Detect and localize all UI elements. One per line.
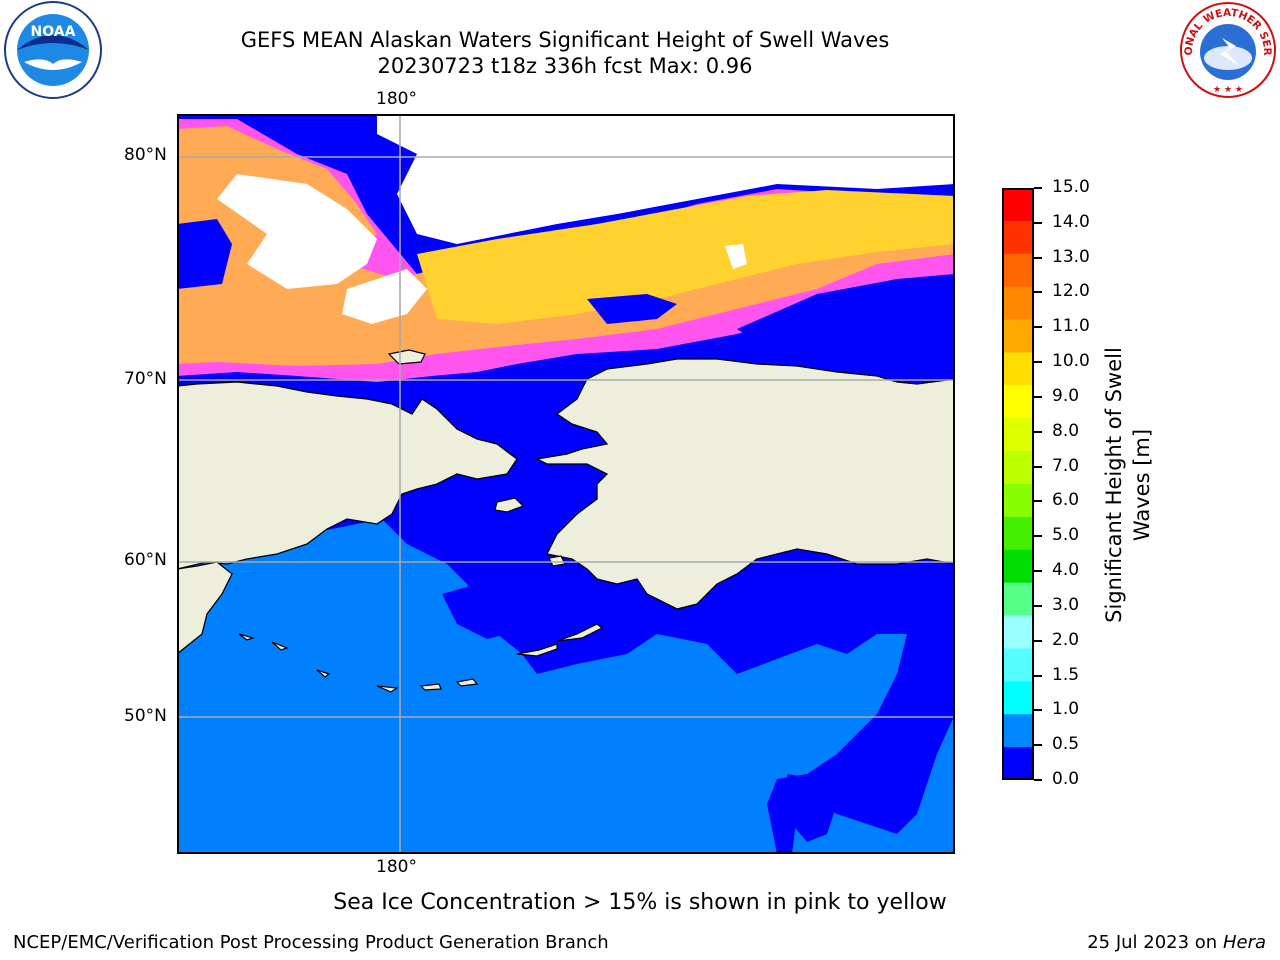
- nodata-north-center: [342, 269, 427, 324]
- colorbar-tick-label: 0.0: [1052, 769, 1080, 789]
- colorbar-tick-label: 1.5: [1052, 664, 1080, 685]
- colorbar-bin: [1002, 714, 1034, 748]
- colorbar-tick-label: 7.0: [1052, 455, 1080, 476]
- colorbar-tick-mark: [1034, 570, 1042, 573]
- chart-title: GEFS MEAN Alaskan Waters Significant Hei…: [0, 27, 1130, 79]
- colorbar: [1002, 188, 1034, 781]
- colorbar-bin: [1002, 319, 1034, 353]
- colorbar-tick-mark: [1034, 639, 1042, 642]
- colorbar-bin: [1002, 681, 1034, 715]
- lat-label-80n: 80°N: [124, 145, 167, 165]
- footer-date: 25 Jul 2023 on Hera: [1087, 932, 1266, 953]
- colorbar-bin: [1002, 451, 1034, 485]
- lat-label-70n: 70°N: [124, 369, 167, 389]
- colorbar-tick-mark: [1034, 535, 1042, 538]
- colorbar-bin: [1002, 385, 1034, 419]
- map-panel: [176, 114, 956, 854]
- land-wrangel-island: [387, 349, 426, 365]
- colorbar-bin: [1002, 549, 1034, 584]
- colorbar-bin: [1002, 286, 1034, 321]
- sea-ice-yellow: [417, 190, 955, 324]
- ice-free-pocket-west: [177, 219, 232, 289]
- colorbar-tick-mark: [1034, 709, 1042, 712]
- colorbar-tick-mark: [1034, 395, 1042, 398]
- colorbar-tick-label: 5.0: [1052, 525, 1080, 546]
- colorbar-tick-label: 13.0: [1052, 246, 1090, 267]
- gulf-low-patch: [787, 774, 837, 842]
- bering-low-patch: [442, 584, 507, 639]
- nodata-north-top: [377, 114, 955, 244]
- noaa-logo-text: NOAA: [31, 24, 76, 40]
- lon-label-bottom: 180°: [376, 857, 417, 877]
- title-line-2: 20230723 t18z 336h fcst Max: 0.96: [377, 54, 753, 78]
- ice-free-pocket-mid: [587, 294, 677, 324]
- colorbar-tick-label: 14.0: [1052, 211, 1090, 232]
- lon-label-top: 180°: [376, 89, 417, 109]
- colorbar-bin: [1002, 615, 1034, 649]
- colorbar-label-text: Significant Height of Swell Waves [m]: [1102, 347, 1154, 623]
- colorbar-tick-mark: [1034, 500, 1042, 503]
- map-frame: [177, 114, 955, 854]
- land-st-lawrence-island: [494, 497, 525, 513]
- colorbar-tick-label: 1.0: [1052, 699, 1080, 720]
- land-nunivak-island: [548, 555, 566, 567]
- aleutian-islands: [238, 623, 604, 693]
- colorbar-tick-mark: [1034, 361, 1042, 364]
- colorbar-tick-label: 11.0: [1052, 316, 1090, 337]
- colorbar-tick-mark: [1034, 430, 1042, 433]
- colorbar-bin: [1002, 484, 1034, 518]
- land-alaska: [534, 358, 956, 610]
- colorbar-tick-mark: [1034, 465, 1042, 468]
- colorbar-bin: [1002, 418, 1034, 452]
- colorbar-bin: [1002, 516, 1034, 551]
- colorbar-tick-label: 0.5: [1052, 734, 1080, 755]
- colorbar-bin: [1002, 582, 1034, 617]
- colorbar-tick-mark: [1034, 326, 1042, 329]
- colorbar-bin: [1002, 220, 1034, 255]
- colorbar-tick-label: 12.0: [1052, 281, 1090, 302]
- ice-free-pocket-east: [737, 274, 955, 374]
- colorbar-bin: [1002, 747, 1034, 781]
- sea-ice-note: Sea Ice Concentration > 15% is shown in …: [333, 890, 947, 915]
- graticule: [177, 114, 955, 854]
- nodata-north-west: [217, 174, 377, 289]
- noaa-logo: NOAA: [2, 0, 104, 100]
- title-line-1: GEFS MEAN Alaskan Waters Significant Hei…: [240, 28, 890, 52]
- colorbar-tick-label: 15.0: [1052, 177, 1090, 197]
- colorbar-tick-label: 9.0: [1052, 385, 1080, 406]
- colorbar-tick-label: 3.0: [1052, 594, 1080, 615]
- colorbar-tick-mark: [1034, 187, 1042, 189]
- lat-label-60n: 60°N: [124, 550, 167, 570]
- colorbar-tick-mark: [1034, 291, 1042, 294]
- colorbar-bin: [1002, 253, 1034, 288]
- colorbar-tick-mark: [1034, 604, 1042, 607]
- colorbar-tick-label: 10.0: [1052, 351, 1090, 372]
- land-kamchatka: [176, 561, 233, 656]
- footer-machine: Hera: [1222, 932, 1266, 953]
- colorbar-tick-label: 8.0: [1052, 420, 1080, 441]
- footer-date-text: 25 Jul 2023 on: [1087, 932, 1223, 953]
- nodata-polynya: [725, 244, 747, 269]
- colorbar-tick-mark: [1034, 744, 1042, 747]
- colorbar-bin: [1002, 188, 1034, 222]
- lat-label-50n: 50°N: [124, 706, 167, 726]
- svg-text:★ ★ ★: ★ ★ ★: [1213, 85, 1243, 95]
- colorbar-frame: [1002, 188, 1034, 780]
- colorbar-tick-label: 6.0: [1052, 490, 1080, 511]
- colorbar-tick-label: 2.0: [1052, 629, 1080, 650]
- colorbar-tick-mark: [1034, 221, 1042, 224]
- colorbar-tick-mark: [1034, 256, 1042, 259]
- map-svg: [176, 114, 956, 854]
- colorbar-bin: [1002, 648, 1034, 682]
- colorbar-tick-label: 4.0: [1052, 560, 1080, 581]
- colorbar-bin: [1002, 352, 1034, 386]
- land-siberia: [176, 381, 518, 570]
- colorbar-svg: [1002, 188, 1034, 781]
- footer-branch: NCEP/EMC/Verification Post Processing Pr…: [13, 932, 609, 953]
- nws-logo: NATIONAL WEATHER SERVICE ★ ★ ★: [1174, 0, 1278, 100]
- colorbar-tick-mark: [1034, 674, 1042, 677]
- colorbar-tick-mark: [1034, 779, 1042, 781]
